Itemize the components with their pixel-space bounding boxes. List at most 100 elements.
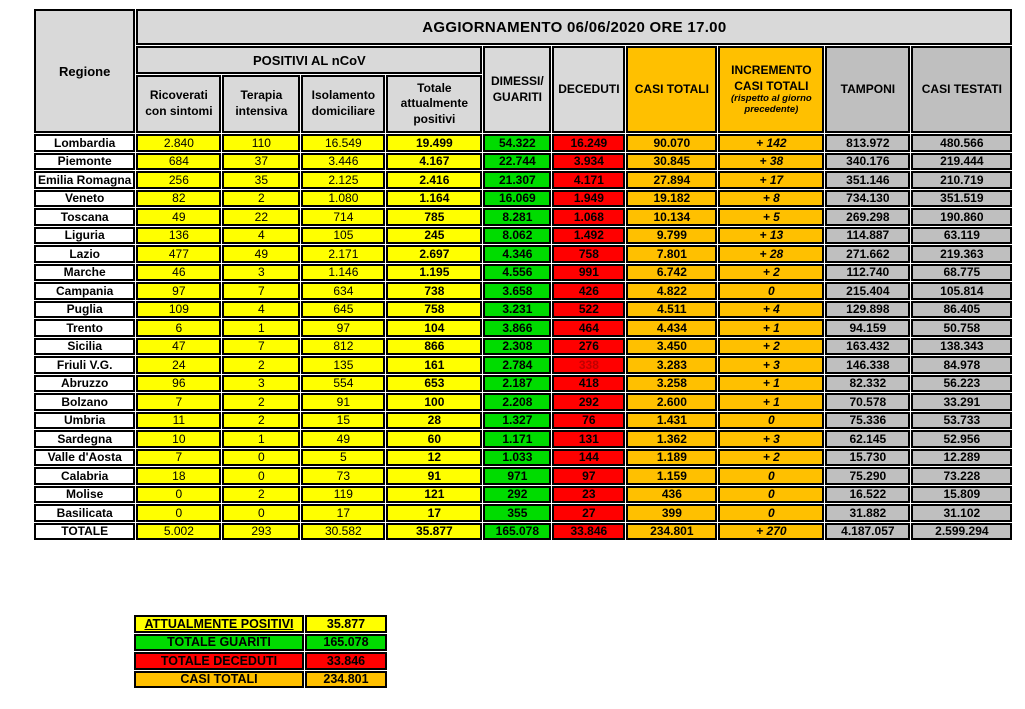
cell-region: Abruzzo — [34, 374, 136, 392]
column-header-incremento: INCREMENTO CASI TOTALI (rispetto al gior… — [718, 46, 825, 133]
cell-totale-positivi: 161 — [386, 356, 483, 374]
cell-casi-testati: 219.363 — [911, 245, 1013, 263]
cell-casi-totali: 1.362 — [626, 430, 718, 448]
cell-tamponi: 94.159 — [825, 319, 911, 337]
cell-ricoverati: 10 — [136, 430, 222, 448]
summary-label: ATTUALMENTE POSITIVI — [134, 615, 304, 633]
cell-casi-testati: 33.291 — [911, 393, 1013, 411]
cell-isolamento: 135 — [301, 356, 386, 374]
incremento-note: (rispetto al giorno precedente) — [730, 93, 812, 116]
cell-terapia: 2 — [222, 189, 301, 207]
cell-casi-totali: 1.189 — [626, 448, 718, 466]
cell-incremento: + 38 — [718, 152, 825, 170]
cell-region: TOTALE — [34, 522, 136, 540]
cell-ricoverati: 47 — [136, 337, 222, 355]
table-row: Basilicata 0 0 17 17 355 27 399 0 31.882 31.102 — [34, 504, 1013, 522]
cell-region: Emilia Romagna — [34, 171, 136, 189]
cell-ricoverati: 477 — [136, 245, 222, 263]
cell-incremento: + 142 — [718, 134, 825, 152]
summary-value: 165.078 — [305, 633, 387, 651]
cell-incremento: + 4 — [718, 300, 825, 318]
cell-region: Bolzano — [34, 393, 136, 411]
table-title-banner: AGGIORNAMENTO 06/06/2020 ORE 17.00 — [136, 9, 1013, 45]
cell-casi-testati: 53.733 — [911, 411, 1013, 429]
cell-terapia: 2 — [222, 393, 301, 411]
table-row: Lombardia 2.840 110 16.549 19.499 54.322 16.24… — [34, 134, 1013, 152]
region-rows: Lombardia 2.840 110 16.549 19.499 54.322 16.24… — [34, 134, 1013, 540]
incremento-title: INCREMENTO CASI TOTALI — [731, 62, 812, 93]
cell-casi-testati: 210.719 — [911, 171, 1013, 189]
column-header-dimessi-guariti: DIMESSI/ GUARITI — [483, 46, 552, 133]
cell-incremento: 0 — [718, 504, 825, 522]
cell-incremento: + 17 — [718, 171, 825, 189]
cell-isolamento: 1.080 — [301, 189, 386, 207]
cell-tamponi: 62.145 — [825, 430, 911, 448]
cell-isolamento: 645 — [301, 300, 386, 318]
cell-tamponi: 269.298 — [825, 208, 911, 226]
table-row: Trento 6 1 97 104 3.866 464 4.434 + 1 94.159 50.75… — [34, 319, 1013, 337]
cell-incremento: + 5 — [718, 208, 825, 226]
cell-region: Toscana — [34, 208, 136, 226]
table-row: Emilia Romagna 256 35 2.125 2.416 21.307 4.171… — [34, 171, 1013, 189]
cell-isolamento: 97 — [301, 319, 386, 337]
cell-region: Lazio — [34, 245, 136, 263]
covid-region-table: Regione AGGIORNAMENTO 06/06/2020 ORE 17.… — [33, 8, 1013, 541]
cell-casi-testati: 219.444 — [911, 152, 1013, 170]
cell-deceduti: 1.949 — [552, 189, 626, 207]
table-row: Sicilia 47 7 812 866 2.308 276 3.450 + 2 163.432 1… — [34, 337, 1013, 355]
cell-incremento: + 8 — [718, 189, 825, 207]
cell-region: Basilicata — [34, 504, 136, 522]
table-row: Sardegna 10 1 49 60 1.171 131 1.362 + 3 62.145 52.… — [34, 430, 1013, 448]
cell-ricoverati: 5.002 — [136, 522, 222, 540]
cell-casi-totali: 3.258 — [626, 374, 718, 392]
cell-casi-totali: 10.134 — [626, 208, 718, 226]
cell-ricoverati: 49 — [136, 208, 222, 226]
summary-value: 33.846 — [305, 652, 387, 670]
cell-guariti: 3.866 — [483, 319, 552, 337]
cell-isolamento: 3.446 — [301, 152, 386, 170]
cell-guariti: 355 — [483, 504, 552, 522]
cell-region: Sardegna — [34, 430, 136, 448]
cell-incremento: + 3 — [718, 356, 825, 374]
cell-casi-testati: 86.405 — [911, 300, 1013, 318]
cell-region: Molise — [34, 485, 136, 503]
cell-guariti: 3.231 — [483, 300, 552, 318]
cell-deceduti: 144 — [552, 448, 626, 466]
cell-incremento: + 13 — [718, 226, 825, 244]
cell-guariti: 1.033 — [483, 448, 552, 466]
cell-isolamento: 15 — [301, 411, 386, 429]
cell-guariti: 4.556 — [483, 263, 552, 281]
table-row: Friuli V.G. 24 2 135 161 2.784 338 3.283 + 3 146.… — [34, 356, 1013, 374]
cell-terapia: 110 — [222, 134, 301, 152]
cell-totale-positivi: 28 — [386, 411, 483, 429]
cell-incremento: 0 — [718, 411, 825, 429]
cell-totale-positivi: 35.877 — [386, 522, 483, 540]
column-header-casi-totali: CASI TOTALI — [626, 46, 718, 133]
cell-casi-testati: 63.119 — [911, 226, 1013, 244]
table-header: Regione AGGIORNAMENTO 06/06/2020 ORE 17.… — [34, 9, 1013, 133]
cell-deceduti: 27 — [552, 504, 626, 522]
cell-totale-positivi: 2.416 — [386, 171, 483, 189]
cell-terapia: 4 — [222, 300, 301, 318]
cell-guariti: 3.658 — [483, 282, 552, 300]
cell-terapia: 7 — [222, 282, 301, 300]
cell-guariti: 8.281 — [483, 208, 552, 226]
cell-guariti: 22.744 — [483, 152, 552, 170]
cell-region: Liguria — [34, 226, 136, 244]
table-row: Molise 0 2 119 121 292 23 436 0 16.522 15.809 — [34, 485, 1013, 503]
cell-deceduti: 3.934 — [552, 152, 626, 170]
cell-incremento: + 270 — [718, 522, 825, 540]
cell-ricoverati: 82 — [136, 189, 222, 207]
cell-tamponi: 271.662 — [825, 245, 911, 263]
cell-casi-totali: 4.511 — [626, 300, 718, 318]
cell-casi-testati: 84.978 — [911, 356, 1013, 374]
column-header-isolamento: Isolamento domiciliare — [301, 75, 386, 133]
cell-deceduti: 1.492 — [552, 226, 626, 244]
cell-casi-totali: 1.159 — [626, 467, 718, 485]
cell-totale-positivi: 245 — [386, 226, 483, 244]
cell-incremento: + 28 — [718, 245, 825, 263]
cell-guariti: 1.327 — [483, 411, 552, 429]
cell-tamponi: 4.187.057 — [825, 522, 911, 540]
cell-deceduti: 758 — [552, 245, 626, 263]
